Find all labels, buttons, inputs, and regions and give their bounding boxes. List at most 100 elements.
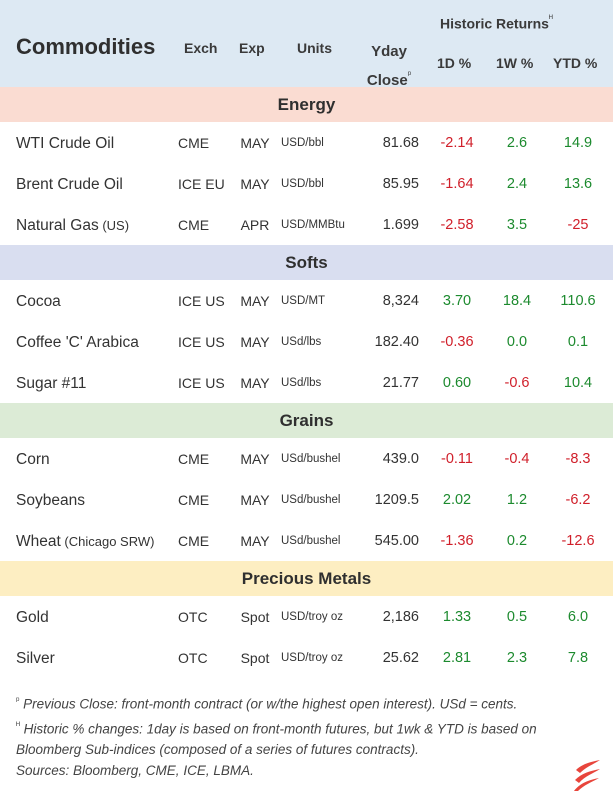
return-1w-cell: 2.6: [506, 135, 528, 151]
exchange-cell: OTC: [178, 650, 208, 666]
section-header: Energy: [0, 87, 613, 122]
return-1d-cell: -2.14: [440, 135, 474, 151]
commodity-name-text: Soybeans: [16, 492, 85, 509]
table-row: Silver OTC Spot USD/troy oz 25.62 2.81 2.3 7.8: [0, 638, 613, 679]
return-ytd-cell: -8.3: [565, 451, 591, 467]
return-1d-cell: -1.64: [440, 176, 474, 192]
return-ytd-cell: 10.4: [563, 375, 593, 391]
expiry-cell: MAY: [240, 451, 270, 467]
return-ytd-cell: 14.9: [563, 135, 593, 151]
commodity-name: Natural Gas (US): [16, 205, 129, 246]
return-1w-cell: -0.6: [504, 375, 530, 391]
exchange-cell: CME: [178, 492, 210, 508]
return-ytd-cell: -12.6: [561, 533, 595, 549]
commodity-name-text: WTI Crude Oil: [16, 135, 115, 152]
col-header-ytd: YTD %: [553, 55, 598, 71]
return-1d-cell: 2.02: [442, 492, 472, 508]
footnotes: ᵖ Previous Close: front-month contract (…: [16, 690, 601, 781]
yday-line1: Yday: [371, 43, 407, 60]
return-1d-cell: 0.60: [442, 375, 472, 391]
commodity-name-text: Sugar #11: [16, 375, 87, 392]
footnote-previous-close: ᵖ Previous Close: front-month contract (…: [16, 695, 518, 712]
units-cell: USD/troy oz: [281, 611, 343, 623]
commodity-name-text: Silver: [16, 650, 55, 667]
expiry-cell: MAY: [240, 176, 270, 192]
return-ytd-cell: -25: [567, 217, 589, 233]
close-cell: 1209.5: [374, 492, 419, 508]
commodity-name-text: Cocoa: [16, 293, 61, 310]
return-ytd-cell: 13.6: [563, 176, 593, 192]
close-cell: 25.62: [382, 650, 419, 666]
commodity-name: Wheat (Chicago SRW): [16, 521, 155, 562]
expiry-cell: MAY: [240, 492, 270, 508]
return-1w-cell: -0.4: [504, 451, 530, 467]
commodity-name-qualifier: (US): [98, 218, 130, 233]
table-row: WTI Crude Oil CME MAY USD/bbl 81.68 -2.14 2.6 1…: [0, 123, 613, 164]
yday-footnote-mark: ᵖ: [407, 69, 412, 79]
commodity-name: Coffee 'C' Arabica: [16, 322, 139, 363]
return-1w-cell: 0.5: [506, 609, 528, 625]
units-cell: USd/bushel: [281, 535, 341, 547]
commodity-name: Silver: [16, 638, 55, 679]
footnote-sources: Sources: Bloomberg, CME, ICE, LBMA.: [16, 763, 254, 778]
return-1d-cell: -1.36: [440, 533, 474, 549]
commodity-name-text: Coffee 'C' Arabica: [16, 334, 139, 351]
col-header-yday-close: Yday Closeᵖ: [356, 40, 422, 93]
table-row: Corn CME MAY USd/bushel 439.0 -0.11 -0.4 -8.3: [0, 439, 613, 480]
return-ytd-cell: 6.0: [567, 609, 589, 625]
col-header-exp: Exp: [239, 40, 265, 56]
col-header-exch: Exch: [184, 40, 218, 56]
units-cell: USD/bbl: [281, 178, 324, 190]
expiry-cell: Spot: [240, 650, 270, 666]
commodity-name-text: Corn: [16, 451, 50, 468]
expiry-cell: MAY: [240, 334, 270, 350]
return-1d-cell: 3.70: [442, 293, 472, 309]
close-cell: 85.95: [382, 176, 419, 192]
col-header-historic-returns: Historic Returnsᴴ: [440, 13, 553, 32]
exchange-cell: OTC: [178, 609, 208, 625]
exchange-cell: ICE US: [178, 334, 225, 350]
exchange-cell: CME: [178, 533, 210, 549]
close-cell: 1.699: [382, 217, 419, 233]
historic-footnote-mark: ᴴ: [548, 13, 553, 23]
col-header-1w: 1W %: [496, 55, 534, 71]
commodity-name-text: Natural Gas: [16, 217, 99, 234]
section-header: Grains: [0, 403, 613, 438]
col-header-units: Units: [297, 40, 332, 56]
return-1w-cell: 3.5: [506, 217, 528, 233]
units-cell: USD/MMBtu: [281, 219, 345, 231]
return-1w-cell: 0.2: [506, 533, 528, 549]
expiry-cell: MAY: [240, 293, 270, 309]
table-title: Commodities: [16, 34, 156, 59]
exchange-cell: CME: [178, 451, 210, 467]
table-row: Gold OTC Spot USD/troy oz 2,186 1.33 0.5 6.0: [0, 597, 613, 638]
flame-logo-icon: [574, 760, 600, 791]
exchange-cell: ICE US: [178, 375, 225, 391]
close-cell: 182.40: [374, 334, 419, 350]
units-cell: USD/troy oz: [281, 652, 343, 664]
return-1d-cell: -0.36: [440, 334, 474, 350]
return-ytd-cell: 0.1: [567, 334, 589, 350]
commodity-name-text: Gold: [16, 609, 49, 626]
close-cell: 545.00: [374, 533, 419, 549]
units-cell: USd/lbs: [281, 377, 322, 389]
table-row: Soybeans CME MAY USd/bushel 1209.5 2.02 1.2 -6.…: [0, 480, 613, 521]
commodity-name: Gold: [16, 597, 49, 638]
exchange-cell: ICE US: [178, 293, 225, 309]
return-1w-cell: 18.4: [502, 293, 532, 309]
units-cell: USd/bushel: [281, 494, 341, 506]
section-header: Precious Metals: [0, 561, 613, 596]
commodity-name-text: Wheat: [16, 533, 61, 550]
exchange-cell: CME: [178, 217, 210, 233]
commodity-name: Cocoa: [16, 281, 61, 322]
table-row: Brent Crude Oil ICE EU MAY USD/bbl 85.95 -1.6…: [0, 164, 613, 205]
commodity-name: Sugar #11: [16, 363, 86, 404]
close-cell: 439.0: [382, 451, 419, 467]
close-cell: 21.77: [382, 375, 419, 391]
table-row: Sugar #11 ICE US MAY USd/lbs 21.77 0.60 -0.6 10…: [0, 363, 613, 404]
expiry-cell: MAY: [240, 135, 270, 151]
expiry-cell: MAY: [240, 375, 270, 391]
return-ytd-cell: -6.2: [565, 492, 591, 508]
section-header: Softs: [0, 245, 613, 280]
table-row: Cocoa ICE US MAY USD/MT 8,324 3.70 18.4 110.6: [0, 281, 613, 322]
